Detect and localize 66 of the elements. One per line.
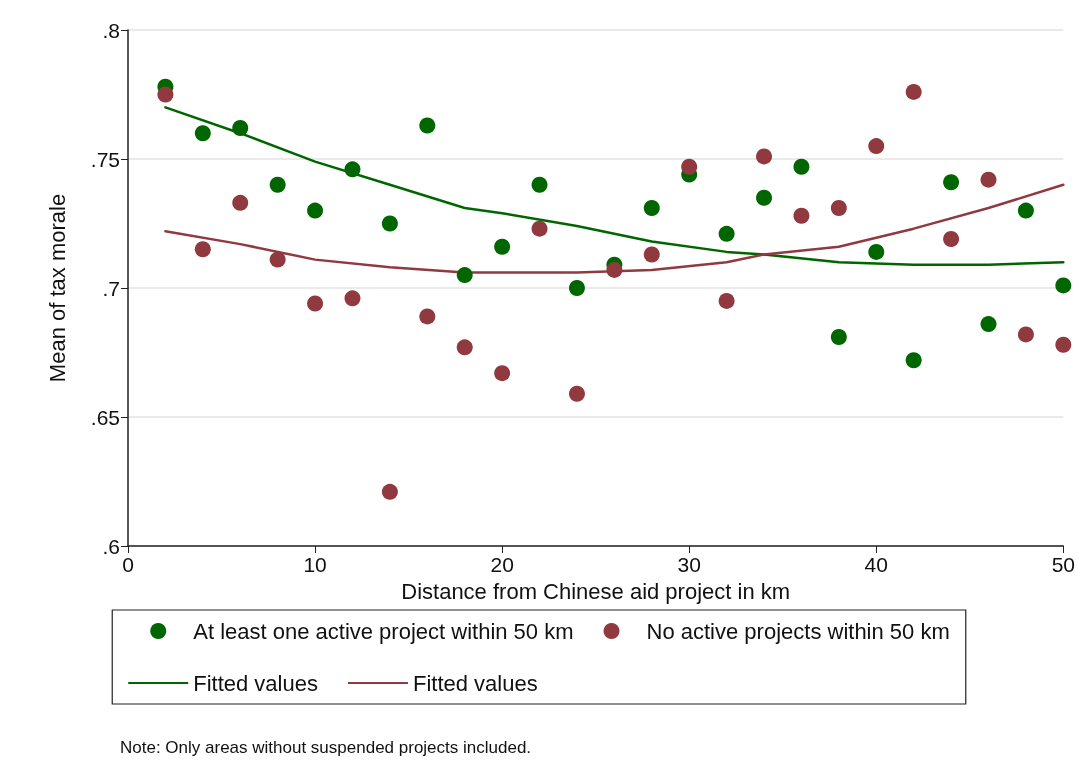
y-tick-label: .8 xyxy=(102,18,120,42)
point xyxy=(269,176,286,193)
point xyxy=(157,86,174,103)
x-axis-title: Distance from Chinese aid project in km xyxy=(401,578,791,604)
text: Note: Only areas without suspended projects included. xyxy=(120,738,532,757)
point xyxy=(830,329,847,346)
point xyxy=(269,251,286,268)
y-tick-label: .65 xyxy=(90,405,120,429)
point xyxy=(905,352,922,369)
point xyxy=(344,161,361,178)
point xyxy=(793,158,810,175)
point xyxy=(718,225,735,242)
legend-label: At least one active project within 50 km xyxy=(193,618,574,644)
point xyxy=(756,189,773,206)
point xyxy=(381,215,398,232)
point xyxy=(456,267,473,284)
point xyxy=(868,243,885,260)
point xyxy=(1017,326,1034,343)
point xyxy=(980,171,997,188)
point xyxy=(194,241,211,258)
point xyxy=(643,246,660,263)
point xyxy=(756,148,773,165)
point xyxy=(494,365,511,382)
point xyxy=(307,295,324,312)
point xyxy=(606,261,623,278)
point xyxy=(905,83,922,100)
point xyxy=(494,238,511,255)
point xyxy=(1055,277,1072,294)
y-tick-label: .6 xyxy=(102,534,120,558)
point xyxy=(1055,336,1072,353)
y-tick-label: .75 xyxy=(90,147,120,171)
legend-label: Fitted values xyxy=(193,670,318,696)
point xyxy=(307,202,324,219)
point xyxy=(531,220,548,237)
legend-label: No active projects within 50 km xyxy=(646,618,950,644)
x-tick-label: 40 xyxy=(864,553,888,576)
point xyxy=(232,120,249,137)
x-tick-label: 50 xyxy=(1051,553,1075,576)
y-tick-label: .7 xyxy=(102,276,120,300)
point xyxy=(568,385,585,402)
point xyxy=(531,176,548,193)
point xyxy=(830,200,847,217)
point xyxy=(456,339,473,356)
x-tick-label: 20 xyxy=(490,553,514,576)
point xyxy=(681,158,698,175)
point xyxy=(194,125,211,142)
x-tick-label: 0 xyxy=(122,553,134,576)
x-tick-label: 10 xyxy=(303,553,327,576)
point xyxy=(643,200,660,217)
point xyxy=(568,280,585,296)
x-tick-label: 30 xyxy=(677,553,701,576)
legend-label: Fitted values xyxy=(412,670,538,696)
point xyxy=(419,308,436,325)
point xyxy=(1017,202,1034,219)
line-series xyxy=(164,106,1065,267)
point xyxy=(718,292,735,309)
point xyxy=(793,207,810,224)
point xyxy=(943,174,960,191)
point xyxy=(232,194,249,211)
point xyxy=(381,483,398,500)
point xyxy=(980,316,997,333)
point xyxy=(868,138,885,155)
y-axis-title: Mean of tax morale xyxy=(44,193,70,383)
point xyxy=(344,290,361,307)
point xyxy=(943,230,960,247)
point xyxy=(419,117,436,134)
